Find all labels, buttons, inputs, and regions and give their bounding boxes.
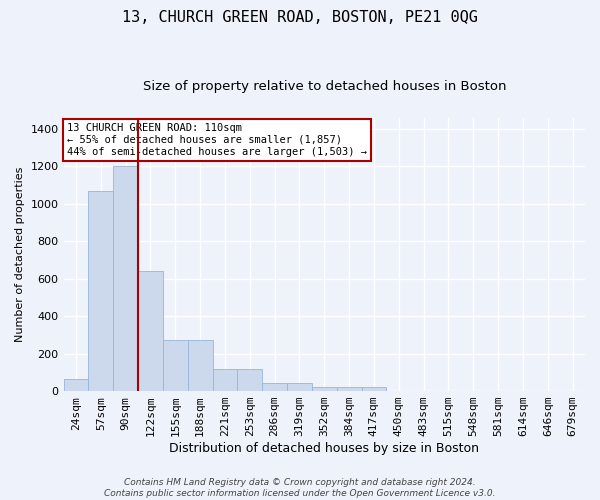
- Text: 13, CHURCH GREEN ROAD, BOSTON, PE21 0QG: 13, CHURCH GREEN ROAD, BOSTON, PE21 0QG: [122, 10, 478, 25]
- Bar: [362, 388, 386, 391]
- Bar: [163, 340, 188, 391]
- Bar: [188, 340, 212, 391]
- Bar: [337, 388, 362, 391]
- Bar: [287, 382, 312, 391]
- Bar: [312, 388, 337, 391]
- Text: Contains HM Land Registry data © Crown copyright and database right 2024.
Contai: Contains HM Land Registry data © Crown c…: [104, 478, 496, 498]
- Y-axis label: Number of detached properties: Number of detached properties: [15, 166, 25, 342]
- Title: Size of property relative to detached houses in Boston: Size of property relative to detached ho…: [143, 80, 506, 93]
- Bar: [262, 382, 287, 391]
- X-axis label: Distribution of detached houses by size in Boston: Distribution of detached houses by size …: [169, 442, 479, 455]
- Bar: [64, 379, 88, 391]
- Bar: [88, 191, 113, 391]
- Bar: [212, 368, 238, 391]
- Bar: [138, 272, 163, 391]
- Bar: [113, 166, 138, 391]
- Text: 13 CHURCH GREEN ROAD: 110sqm
← 55% of detached houses are smaller (1,857)
44% of: 13 CHURCH GREEN ROAD: 110sqm ← 55% of de…: [67, 124, 367, 156]
- Bar: [238, 368, 262, 391]
